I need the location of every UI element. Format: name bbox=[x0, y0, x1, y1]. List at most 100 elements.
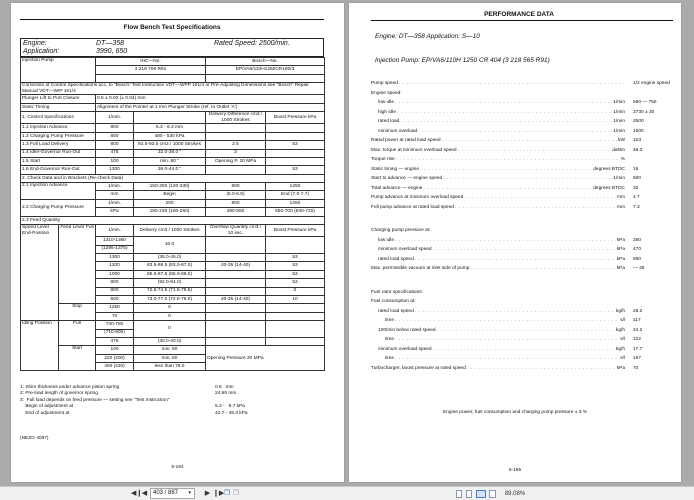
page-value: 403 / 887 bbox=[153, 490, 179, 496]
table-cell: 20-35 (14-40) bbox=[205, 261, 267, 271]
table-cell bbox=[205, 165, 267, 175]
table-cell: 2. Check Data and in Brackets (Re-check … bbox=[19, 173, 326, 184]
spec-unit: degrees BTDC bbox=[593, 185, 625, 191]
table-cell: 20-35 (14-40) bbox=[205, 294, 267, 305]
dot-leader: . . . . . . . . . . . . . . . . . . . . … bbox=[414, 256, 616, 262]
dot-leader: . . . . . . . . . . . . . . . . . . . . … bbox=[395, 318, 619, 323]
table-cell: kPa bbox=[95, 207, 135, 217]
table-row: Start 100 min. 80 Opening Pressure 20 MPa bbox=[21, 345, 326, 372]
spec-unit: 1/min bbox=[613, 128, 625, 134]
table-cell: 53 bbox=[265, 165, 326, 175]
table-cell: mm bbox=[95, 190, 135, 200]
spec-value: 24.2 bbox=[633, 327, 643, 333]
table-cell: 1/min. bbox=[95, 182, 135, 192]
table-cell: 800 bbox=[95, 131, 135, 142]
tolerance-footnote: Engine power, fuel consumption and charg… bbox=[443, 410, 587, 415]
footnote-value: 42.7 - 49.3 kPa bbox=[215, 410, 248, 416]
table-cell: 1.3 Full Load Delivery bbox=[19, 140, 97, 150]
spec-value: 2500 bbox=[633, 119, 644, 124]
spec-value: 470 bbox=[633, 247, 642, 252]
table-cell: 1200 bbox=[95, 261, 135, 271]
dropdown-icon[interactable]: ▾ bbox=[188, 490, 191, 496]
two-page-view-icon[interactable] bbox=[476, 490, 486, 498]
copy-page-icon[interactable]: ❐ bbox=[223, 490, 231, 497]
table-row: 1.3 Full Load Delivery 800 92.5-93.5 cm3 /… bbox=[19, 140, 326, 150]
table-cell: 2.1 Injection Advance bbox=[19, 182, 97, 200]
spec-line: Pump advance at minimum overload speed. … bbox=[371, 194, 671, 201]
last-page-icon[interactable]: ❙▶ bbox=[213, 490, 225, 497]
spec-value: 280 bbox=[633, 237, 642, 243]
table-cell: 500 bbox=[95, 294, 135, 305]
table-cell: (35.0-45.0) bbox=[133, 252, 207, 263]
zoom-level[interactable]: 89.08% bbox=[504, 491, 526, 497]
spec-value: 7.3 bbox=[633, 204, 640, 210]
single-page-view-icon[interactable] bbox=[456, 490, 462, 498]
table-cell: 5.3 - 6.3 mm bbox=[133, 123, 207, 133]
table-cell bbox=[265, 236, 326, 254]
spec-label: Pump speed bbox=[371, 81, 398, 86]
table-cell: IHC—No. bbox=[95, 56, 207, 67]
spec-value: — 48 bbox=[633, 266, 645, 271]
table-cell bbox=[205, 252, 267, 263]
table-cell: Opening P. 20 MPa bbox=[205, 156, 267, 167]
spec-line: Charging pump pressure at:. . . . . . . … bbox=[371, 227, 671, 234]
spec-label: minimum overload speed bbox=[378, 247, 432, 252]
footnote-value: 24.65 mm bbox=[215, 391, 237, 397]
table-row: 1200 83.5-86.5 (83.0-87.0) 20-35 (14-40) 53 bbox=[21, 261, 326, 271]
dot-leader: . . . . . . . . . . . . . . . . . . . . … bbox=[418, 128, 612, 134]
table-cell: 730-780 bbox=[95, 320, 135, 330]
spec-label: Max. permissible vacuum at inlet side of… bbox=[371, 266, 470, 271]
spec-unit: kPa bbox=[616, 365, 625, 371]
table-cell: 92.5-93.5 cm3 / 1000 Strokes bbox=[133, 140, 207, 150]
spec-label: 100/min below rated speed bbox=[378, 327, 436, 333]
spec-label: Start to advance — engine speed bbox=[371, 176, 443, 181]
continuous-view-icon[interactable] bbox=[466, 490, 472, 498]
table-cell: Begin bbox=[133, 190, 207, 200]
table-row: 1000 85.5-87.5 (85.0-88.0) 53 bbox=[21, 269, 326, 280]
page-number-input[interactable]: 403 / 887 ▾ bbox=[150, 488, 195, 499]
table-cell: 1300 bbox=[95, 165, 135, 175]
table-cell: Stop bbox=[57, 303, 97, 322]
table-cell: 2.3 Feed Quantity bbox=[19, 215, 326, 226]
spec-unit: 1/min bbox=[613, 100, 625, 105]
paste-page-icon[interactable]: ❐ bbox=[232, 490, 240, 497]
spec-value bbox=[625, 298, 671, 305]
spec-line: rated load. . . . . . . . . . . . . . . … bbox=[371, 118, 671, 125]
table-cell: 650-700 (630-720) bbox=[265, 207, 326, 217]
spec-label: time bbox=[385, 356, 395, 361]
prev-page-icon[interactable]: ◀ bbox=[141, 490, 148, 497]
spec-line: rated load speed. . . . . . . . . . . . … bbox=[371, 256, 671, 263]
table-cell: 800 bbox=[95, 286, 135, 296]
table-cell: Plunger Lift to Port Closure bbox=[19, 94, 97, 104]
dot-leader: . . . . . . . . . . . . . . . . . . . . … bbox=[441, 138, 617, 143]
table-cell: 53 bbox=[265, 140, 326, 150]
spec-value: 46.3 bbox=[633, 147, 643, 153]
spec-value: 32 bbox=[633, 185, 639, 191]
spec-label: Total advance — engine bbox=[371, 185, 423, 191]
table-cell bbox=[265, 131, 326, 142]
table-cell: Injection Pump bbox=[19, 56, 97, 84]
table-cell: 0 bbox=[133, 303, 207, 313]
footnote-value: 5.3 - 8.7 kPa bbox=[215, 404, 245, 410]
table-row: 1.5 Start 100 min. 80 " Opening P. 20 MPa bbox=[19, 156, 326, 167]
first-page-icon[interactable]: ◀❙ bbox=[131, 490, 143, 497]
spec-label: Full pump advance at rated load speed bbox=[371, 204, 454, 210]
table-cell: 1250 bbox=[265, 182, 326, 192]
table-row: Stop 1250 0 bbox=[21, 303, 326, 322]
page-number: 5-195 bbox=[508, 468, 522, 473]
spec-value: 16 bbox=[633, 166, 639, 172]
next-page-icon[interactable]: ▶ bbox=[204, 490, 211, 497]
dot-leader: . . . . . . . . . . . . . . . . . . . . … bbox=[454, 204, 616, 210]
table-row: 1.1 Injection Advance 800 5.3 - 6.3 mm bbox=[19, 123, 326, 133]
table-cell bbox=[265, 148, 326, 158]
table-cell: (710-800) bbox=[95, 328, 135, 338]
continuous-two-page-view-icon[interactable] bbox=[489, 490, 496, 498]
table-cell: 3 bbox=[205, 148, 267, 158]
table-cell: 800 bbox=[205, 198, 267, 209]
spec-unit: daNm bbox=[612, 147, 625, 153]
table-cell: Boost Pressure kPa bbox=[265, 111, 326, 125]
title-rule bbox=[20, 19, 324, 21]
table-cell: 1/min. bbox=[95, 198, 135, 209]
table-cell: Delivery cm3 / 1000 Strokes bbox=[133, 224, 207, 238]
dot-leader: . . . . . . . . . . . . . . . . . . . . … bbox=[466, 365, 616, 371]
